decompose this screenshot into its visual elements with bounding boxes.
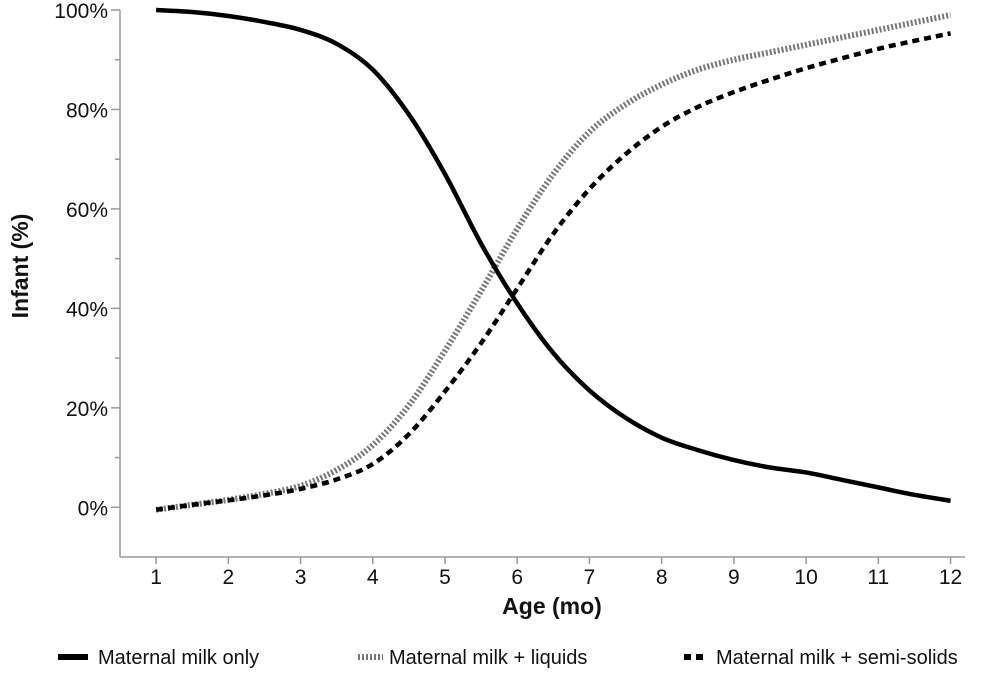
x-tick-label: 2 <box>222 566 234 589</box>
x-tick-label: 11 <box>867 566 889 589</box>
series-line-milk-semi-solids <box>155 31 952 512</box>
series-layer <box>155 7 952 513</box>
x-tick-label: 7 <box>584 566 596 589</box>
series-line-milk-only <box>155 7 951 504</box>
series-line-milk-liquids <box>155 12 952 513</box>
legend-item-liquids: Maternal milk + liquids <box>358 647 587 669</box>
x-tick-label: 5 <box>439 566 451 589</box>
legend-label: Maternal milk only <box>98 647 259 669</box>
x-tick-label: 4 <box>367 566 379 589</box>
legend-item-semi-solids: Maternal milk + semi-solids <box>684 647 958 669</box>
y-tick-label: 20% <box>66 398 108 421</box>
x-tick-label: 1 <box>150 566 162 589</box>
x-tick-label: 8 <box>656 566 668 589</box>
x-tick-label: 9 <box>728 566 740 589</box>
x-tick-label: 10 <box>794 566 817 589</box>
y-tick-label: 0% <box>78 497 108 520</box>
y-tick-label: 100% <box>54 0 108 23</box>
y-axis-title: Infant (%) <box>7 214 33 319</box>
x-tick-label: 3 <box>295 566 307 589</box>
chart-axes: 0%20%40%60%80%100%1 2 3 4 5 6 7 8 9 10 11 12 <box>54 0 965 589</box>
y-tick-label: 40% <box>66 298 108 321</box>
chart-legend: Maternal milk only Maternal milk + liqui… <box>58 647 958 669</box>
x-axis-title: Age (mo) <box>502 593 602 619</box>
legend-item-milk-only: Maternal milk only <box>58 647 259 669</box>
y-tick-label: 60% <box>66 199 108 222</box>
y-tick-label: 80% <box>66 99 108 122</box>
legend-label: Maternal milk + liquids <box>389 647 587 669</box>
x-tick-label: 6 <box>511 566 523 589</box>
x-tick-label: 12 <box>939 566 962 589</box>
legend-label: Maternal milk + semi-solids <box>716 647 958 669</box>
